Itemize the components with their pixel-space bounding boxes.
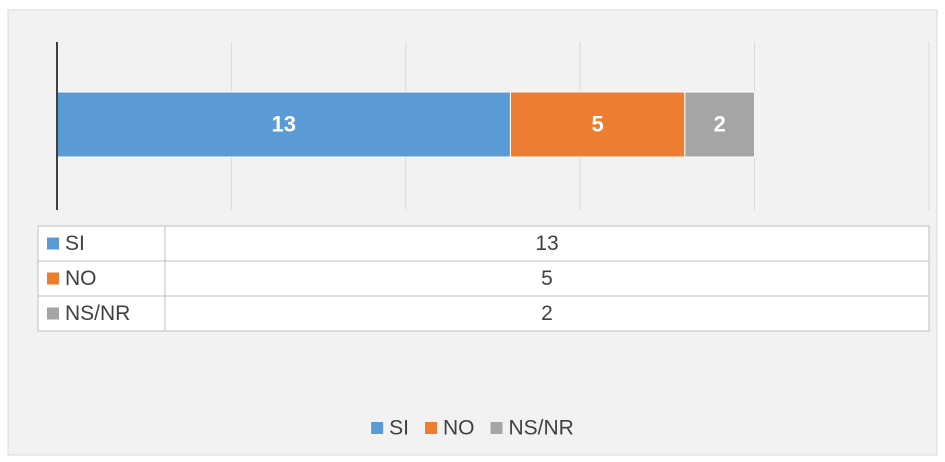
table-value: 5 <box>541 267 553 290</box>
legend-key <box>425 422 437 434</box>
legend-key <box>47 237 59 250</box>
table-series-name: SI <box>65 232 85 255</box>
table-cell <box>37 295 166 332</box>
legend-label: SI <box>389 417 409 440</box>
legend-label: NO <box>443 417 475 440</box>
data-label: 2 <box>714 111 726 136</box>
bar-segment <box>684 91 756 158</box>
table-cell <box>164 225 930 262</box>
data-label: 13 <box>271 111 295 136</box>
table-cell <box>164 260 930 297</box>
table-value: 13 <box>535 232 558 255</box>
table-cell <box>164 295 930 332</box>
table-cell <box>37 225 166 262</box>
table-value: 2 <box>541 302 553 325</box>
data-label: 5 <box>592 111 604 136</box>
legend-key <box>47 272 59 285</box>
table-series-name: NO <box>65 267 97 290</box>
legend-label: NS/NR <box>509 417 574 440</box>
legend-key <box>490 422 503 434</box>
legend-key <box>371 422 384 434</box>
legend-key <box>47 307 59 320</box>
table-series-name: NS/NR <box>65 302 130 325</box>
